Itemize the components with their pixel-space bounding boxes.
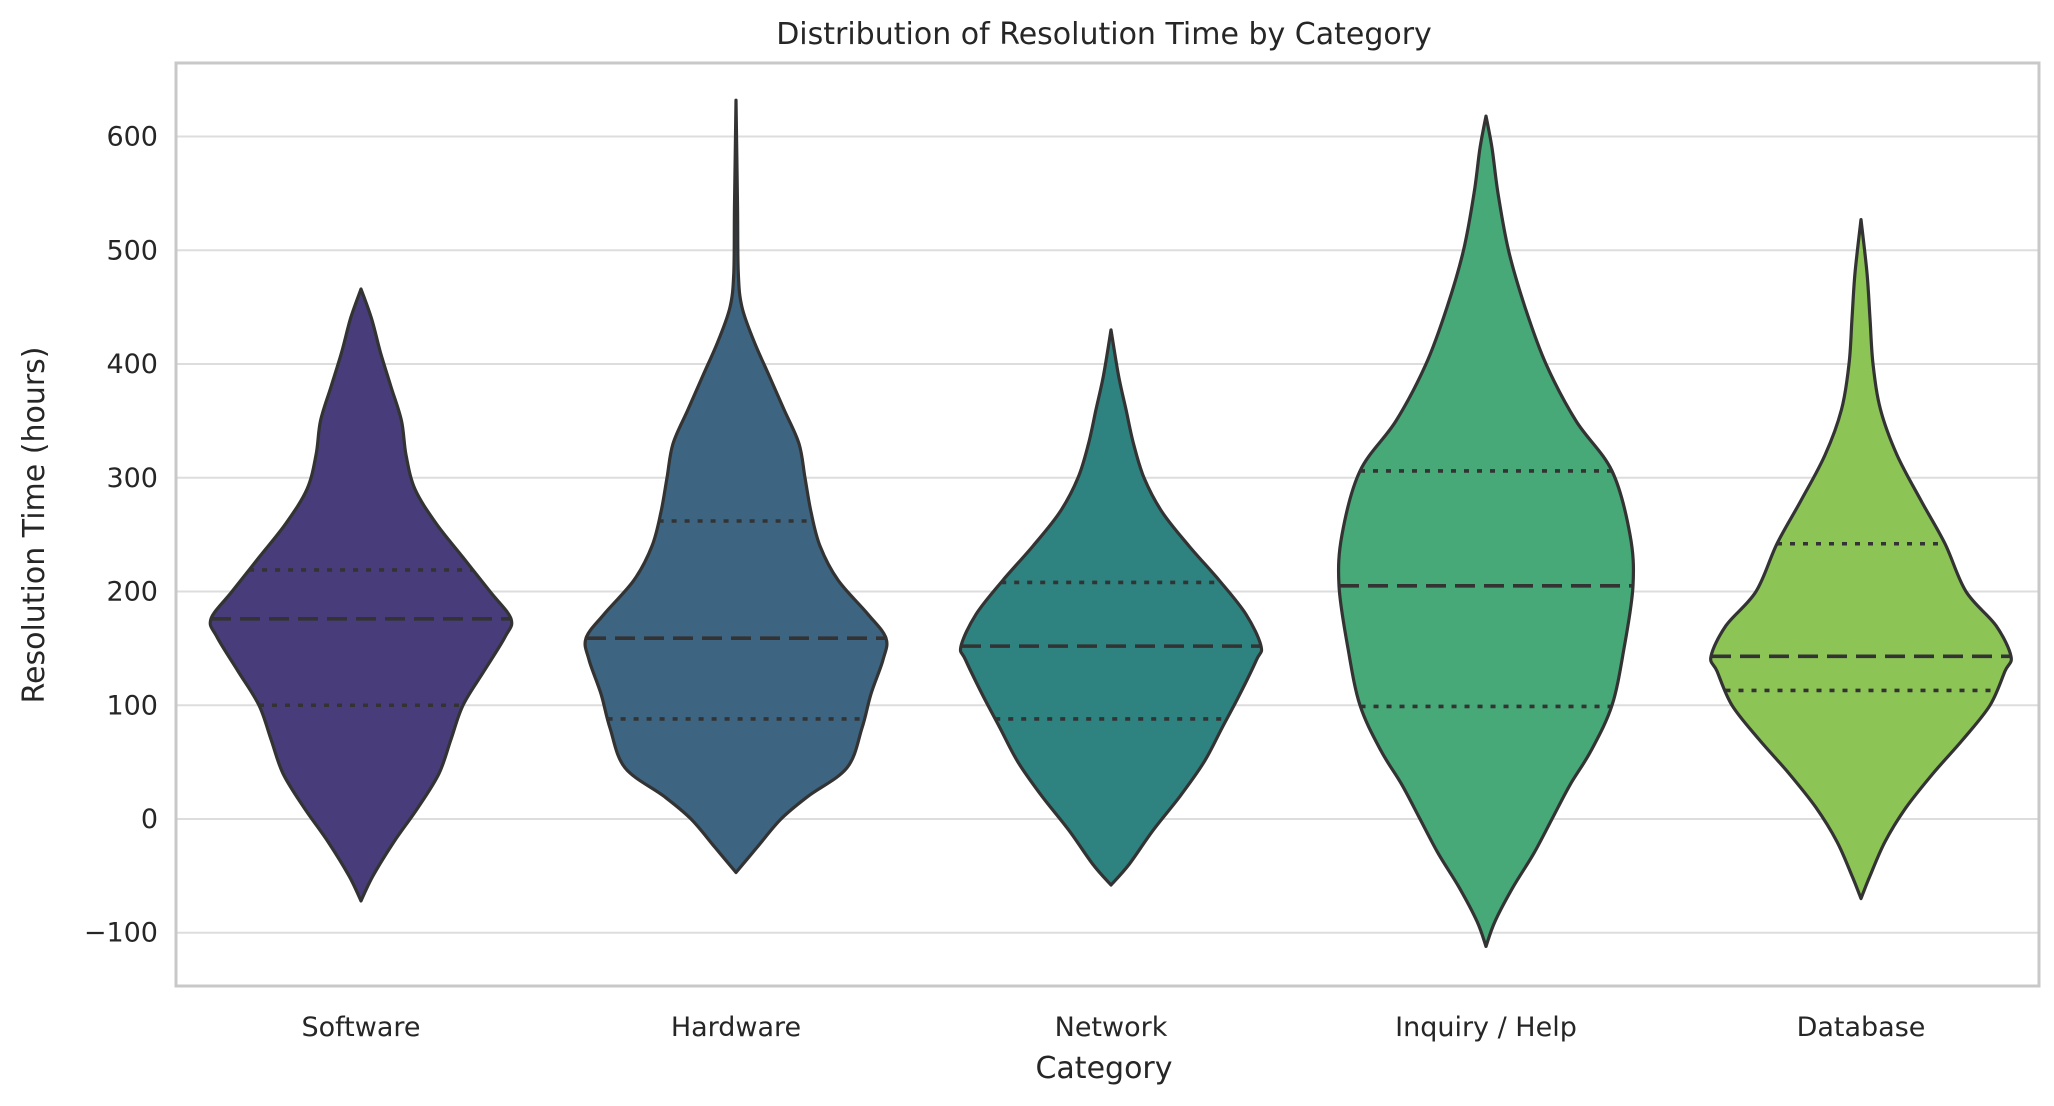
violin-inquiry-help — [1336, 114, 1636, 948]
violin-body — [583, 98, 889, 875]
violin-network — [958, 328, 1264, 887]
y-tick-label: −100 — [84, 918, 158, 949]
violin-body — [1336, 114, 1636, 948]
y-axis-label: Resolution Time (hours) — [17, 347, 52, 704]
violin-body — [208, 287, 514, 903]
y-tick-label: 600 — [106, 122, 158, 153]
y-tick-label: 300 — [106, 463, 158, 494]
y-tick-label: 400 — [106, 349, 158, 380]
violins-layer — [208, 98, 2013, 948]
y-tick-label: 500 — [106, 235, 158, 266]
y-tick-label: 200 — [106, 577, 158, 608]
x-tick-label: Software — [301, 1012, 420, 1043]
chart-title: Distribution of Resolution Time by Categ… — [776, 17, 1432, 52]
violin-body — [958, 328, 1264, 887]
x-tick-label: Hardware — [671, 1012, 801, 1043]
x-tick-label: Inquiry / Help — [1395, 1012, 1577, 1043]
violin-database — [1709, 218, 2013, 901]
y-tick-label: 0 — [141, 804, 158, 835]
y-axis-ticks: −100 0 100 200 300 400 500 600 — [84, 122, 158, 949]
violin-software — [208, 287, 514, 903]
x-axis-label: Category — [1035, 1051, 1172, 1086]
violin-body — [1709, 218, 2013, 901]
x-tick-label: Network — [1055, 1012, 1168, 1043]
violin-hardware — [583, 98, 889, 875]
x-tick-label: Database — [1797, 1012, 1926, 1043]
y-tick-label: 100 — [106, 690, 158, 721]
x-axis-ticks: Software Hardware Network Inquiry / Help Dat… — [301, 1012, 1925, 1043]
plot-frame — [174, 61, 2041, 988]
